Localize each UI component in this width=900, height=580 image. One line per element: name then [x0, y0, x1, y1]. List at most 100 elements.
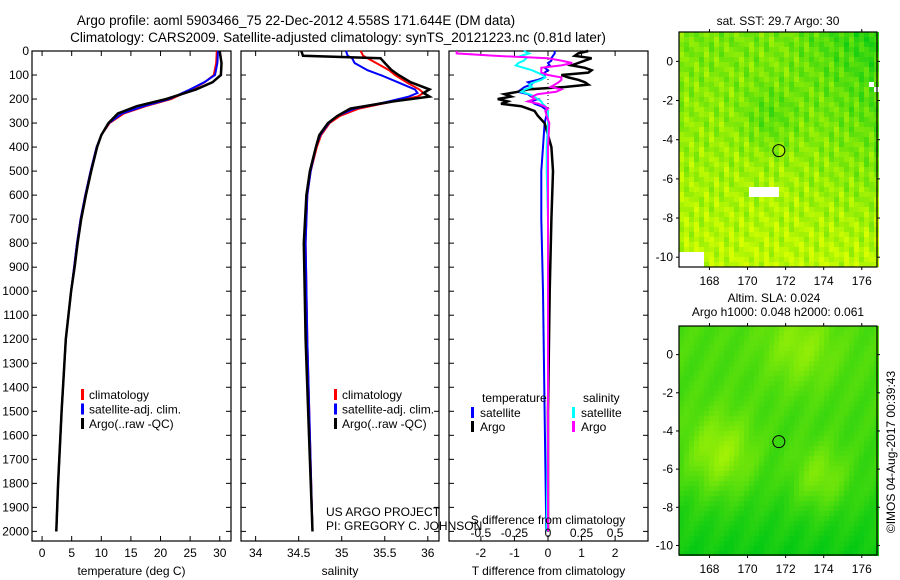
- map-cell: [834, 177, 839, 182]
- map-cell: [754, 262, 759, 267]
- map-cell: [754, 32, 759, 37]
- map-cell: [769, 247, 774, 252]
- map-cell: [704, 341, 709, 346]
- map-cell: [854, 426, 859, 431]
- map-cell: [834, 381, 839, 386]
- map-cell: [794, 162, 799, 167]
- map-cell: [724, 137, 729, 142]
- map-cell: [709, 222, 714, 227]
- map-cell: [724, 531, 729, 536]
- map-cell: [699, 506, 704, 511]
- map-cell: [814, 391, 819, 396]
- map-cell: [779, 37, 784, 42]
- map-cell: [774, 506, 779, 511]
- map-cell: [839, 137, 844, 142]
- map-cell: [759, 466, 764, 471]
- map-cell: [699, 82, 704, 87]
- map-cell: [784, 426, 789, 431]
- map-cell: [854, 431, 859, 436]
- map-cell: [854, 242, 859, 247]
- map-cell: [764, 62, 769, 67]
- map-cell: [689, 336, 694, 341]
- map-cell: [869, 157, 874, 162]
- map-cell: [784, 446, 789, 451]
- map-cell: [814, 187, 819, 192]
- map-cell: [684, 491, 689, 496]
- map-cell: [819, 212, 824, 217]
- map-cell: [844, 341, 849, 346]
- map-cell: [844, 331, 849, 336]
- map-cell: [704, 336, 709, 341]
- y-tick-label: 1200: [2, 332, 29, 346]
- map-cell: [769, 331, 774, 336]
- map-cell: [844, 247, 849, 252]
- map-cell: [724, 496, 729, 501]
- map-cell: [824, 92, 829, 97]
- map-cell: [849, 132, 854, 137]
- map-cell: [739, 177, 744, 182]
- map-cell: [764, 431, 769, 436]
- map-cell: [754, 37, 759, 42]
- map-cell: [764, 152, 769, 157]
- map-cell: [749, 546, 754, 551]
- map-cell: [849, 396, 854, 401]
- map-cell: [809, 182, 814, 187]
- map-cell: [689, 247, 694, 252]
- map-cell: [789, 257, 794, 262]
- map-cell: [714, 436, 719, 441]
- map-cell: [734, 451, 739, 456]
- map-cell: [739, 77, 744, 82]
- map-cell: [714, 172, 719, 177]
- argo-location-marker: [772, 144, 786, 158]
- map-cell: [784, 386, 789, 391]
- map-cell: [779, 247, 784, 252]
- map-cell: [864, 431, 869, 436]
- map-cell: [814, 77, 819, 82]
- map-cell: [844, 127, 849, 132]
- lon-tick-label: 170: [738, 562, 758, 576]
- map-cell: [849, 471, 854, 476]
- map-cell: [819, 461, 824, 466]
- map-cell: [814, 476, 819, 481]
- map-cell: [834, 376, 839, 381]
- map-cell: [864, 361, 869, 366]
- map-cell: [739, 521, 744, 526]
- map-cell: [849, 182, 854, 187]
- lon-tick-label: 174: [814, 562, 834, 576]
- map-cell: [869, 182, 874, 187]
- map-cell: [679, 32, 684, 37]
- map-cell: [869, 47, 874, 52]
- map-cell: [849, 416, 854, 421]
- map-cell: [739, 356, 744, 361]
- map-cell: [789, 172, 794, 177]
- map-cell: [694, 416, 699, 421]
- map-cell: [714, 456, 719, 461]
- map-cell: [769, 416, 774, 421]
- map-cell: [744, 501, 749, 506]
- map-cell: [744, 526, 749, 531]
- map-cell: [704, 471, 709, 476]
- map-cell: [699, 391, 704, 396]
- map-cell: [839, 441, 844, 446]
- map-cell: [834, 496, 839, 501]
- map-cell: [809, 172, 814, 177]
- map-cell: [774, 42, 779, 47]
- map-cell: [809, 531, 814, 536]
- map-cell: [774, 222, 779, 227]
- map-cell: [864, 137, 869, 142]
- map-cell: [859, 551, 864, 556]
- map-cell: [804, 326, 809, 331]
- map-cell: [764, 411, 769, 416]
- map-cell: [689, 202, 694, 207]
- map-cell: [764, 67, 769, 72]
- map-cell: [819, 82, 824, 87]
- map-cell: [809, 132, 814, 137]
- plot-frame: [448, 50, 649, 542]
- map-cell: [849, 237, 854, 242]
- map-cell: [739, 247, 744, 252]
- map-cell: [759, 222, 764, 227]
- map-cell: [754, 381, 759, 386]
- map-cell: [869, 476, 874, 481]
- x-tick-label: 2: [612, 546, 619, 560]
- map-cell: [804, 247, 809, 252]
